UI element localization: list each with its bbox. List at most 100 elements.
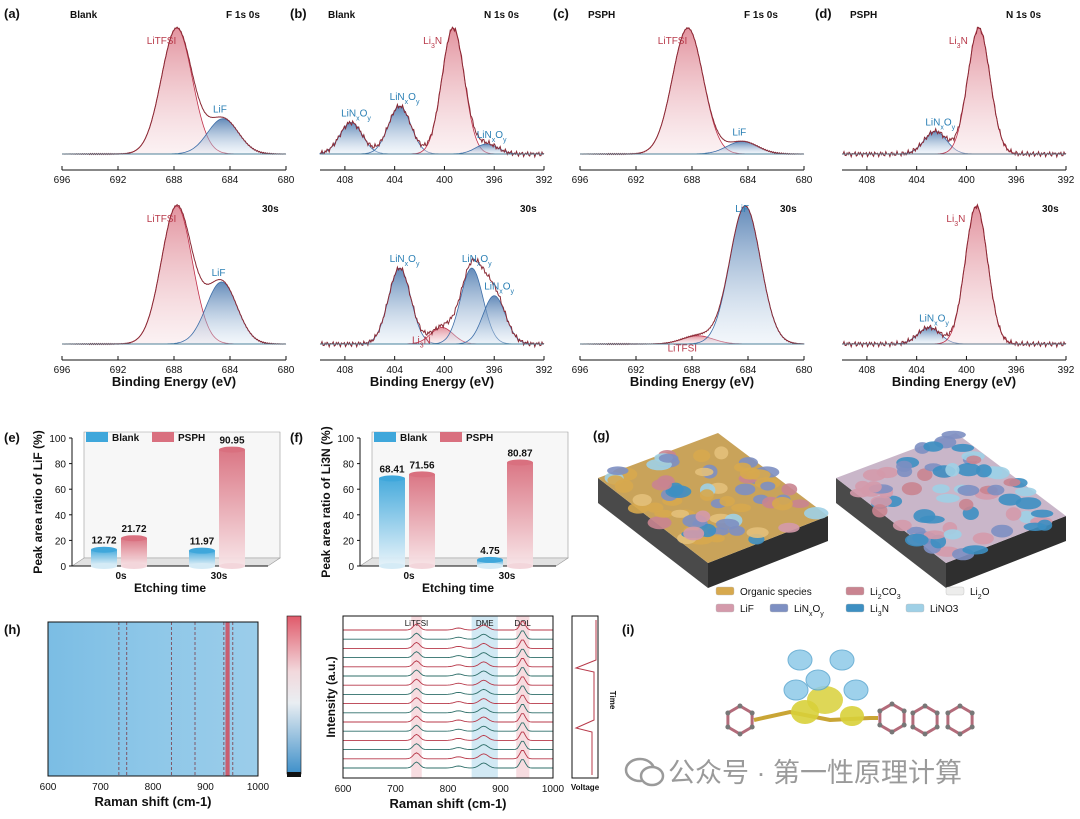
bar-cap <box>379 475 405 482</box>
formula-part: O <box>813 604 821 615</box>
raman-spectrum-line <box>343 621 553 631</box>
isosurface-yellow <box>807 686 843 714</box>
molecule-atom <box>877 722 883 728</box>
sei-grain <box>614 479 634 493</box>
raman-tick-label: 600 <box>40 782 57 793</box>
xps-peak-label-linxoy: LiNxOy <box>919 313 949 327</box>
sei-grain <box>905 533 929 547</box>
formula-part: y <box>367 115 371 122</box>
xps-tick-label: 684 <box>222 365 239 376</box>
raman-tick-label: 800 <box>440 784 457 795</box>
molecule-atom <box>737 703 743 709</box>
sei-grain <box>957 484 980 496</box>
molecule-isosurface <box>725 649 975 737</box>
formula-part: 3 <box>420 342 424 349</box>
bar-cap <box>507 459 533 466</box>
sei-grain <box>976 464 992 478</box>
panel-label-e: (e) <box>4 430 20 445</box>
molecule-atom <box>922 703 928 709</box>
sei-grain <box>683 526 705 541</box>
formula-part: O <box>408 92 416 103</box>
molecule-atom <box>737 731 743 737</box>
xps-peak-label-linxoy: LiNxOy <box>484 282 514 296</box>
xps-tick-label: 680 <box>796 365 813 376</box>
sei-grain <box>923 441 944 452</box>
panel-label-b: (b) <box>290 6 307 21</box>
formula-part: LiN <box>390 254 405 265</box>
sei-grain <box>1005 507 1022 521</box>
sei-grain <box>943 529 962 540</box>
molecule-atom <box>910 724 916 730</box>
xps-panel-a-30s: 696 692 688 684 680 30s Binding Energy (eV) <box>54 203 295 389</box>
xps-peak-litfsi <box>580 27 804 155</box>
molecule-atom <box>901 708 907 714</box>
bar-cap <box>189 547 215 554</box>
formula-part: y <box>952 124 956 131</box>
formula-part: LiN <box>462 254 477 265</box>
xps-tick-label: 404 <box>386 365 403 376</box>
raman-x-title-2: Raman shift (cm-1) <box>389 796 506 811</box>
formula-part: Li <box>949 36 957 47</box>
xps-peak-label-litfsi: LiTFSI <box>147 36 176 47</box>
sei-grain <box>665 485 692 498</box>
raman-spectrum-line <box>343 630 553 640</box>
formula-part: N <box>961 36 968 47</box>
panel-label-h: (h) <box>4 622 21 637</box>
formula-part: y <box>945 320 949 327</box>
xps-tick-label: 392 <box>536 175 553 186</box>
bar-value-label: 90.95 <box>219 436 244 447</box>
molecule-atom <box>969 710 975 716</box>
xps-tick-label: 692 <box>110 175 127 186</box>
bar-y-tick-label: 20 <box>55 536 67 547</box>
sei-grain <box>632 494 652 506</box>
formula-part: x <box>809 611 813 618</box>
formula-part: O <box>944 117 952 128</box>
bar-base <box>379 563 405 569</box>
xps-peak-label-linxoy: LiNxOy <box>925 117 955 131</box>
bar-y-axis-title: Peak area ratio of Li3N (%) <box>319 426 333 577</box>
band-dol <box>516 616 530 778</box>
g-legend-swatch <box>905 603 925 613</box>
formula-part: O <box>982 587 990 598</box>
molecule-atom <box>957 703 963 709</box>
formula-part: LiF <box>212 268 226 279</box>
sei-grain <box>646 502 664 513</box>
xps-etch-label: 30s <box>262 204 279 215</box>
legend-swatch-psph <box>152 432 174 442</box>
xps-peak-label-li3n: Li3N <box>949 36 968 50</box>
sei-grain <box>987 484 1005 496</box>
raman-spectrum-line <box>343 740 553 751</box>
formula-part: LiN <box>794 604 809 615</box>
raman-tick-label: 1000 <box>247 782 270 793</box>
bar-y-tick-label: 100 <box>337 434 354 445</box>
sei-grain <box>693 449 711 463</box>
sei-grain <box>991 524 1014 538</box>
raman-spectrum-line <box>343 639 553 649</box>
bar-y-tick-label: 0 <box>348 562 354 573</box>
raman-spectrum-line <box>343 713 553 723</box>
formula-part: N <box>435 36 442 47</box>
g-legend-label: LiF <box>740 604 754 615</box>
xps-spectrum-label: F 1s 0s <box>744 10 778 21</box>
xps-panel-c-30s: 696 692 688 684 680 30s Binding Energy (eV) <box>572 204 813 389</box>
panel-label-f: (f) <box>290 430 303 445</box>
xps-peak-label-li3n: Li3N <box>946 214 965 228</box>
xps-tick-label: 696 <box>54 175 71 186</box>
time-label: Time <box>608 691 617 710</box>
legend-label-psph: PSPH <box>466 433 493 444</box>
formula-part: 3 <box>954 221 958 228</box>
molecule-ring <box>911 704 939 736</box>
molecule-atom <box>969 724 975 730</box>
sei-grain <box>1003 478 1021 487</box>
sei-slab-left <box>598 478 708 588</box>
xps-tick-label: 404 <box>386 175 403 186</box>
bar-psph-30s <box>507 462 533 566</box>
sei-grain <box>936 493 960 503</box>
xps-tick-label: 408 <box>859 365 876 376</box>
sei-schematic-psph <box>836 430 1066 588</box>
raman-spectrum-line <box>343 658 553 668</box>
formula-part: x <box>940 124 944 131</box>
sei-grain <box>746 469 771 480</box>
g-legend-label: LiNxOy <box>794 604 824 618</box>
sei-grain <box>945 463 960 477</box>
